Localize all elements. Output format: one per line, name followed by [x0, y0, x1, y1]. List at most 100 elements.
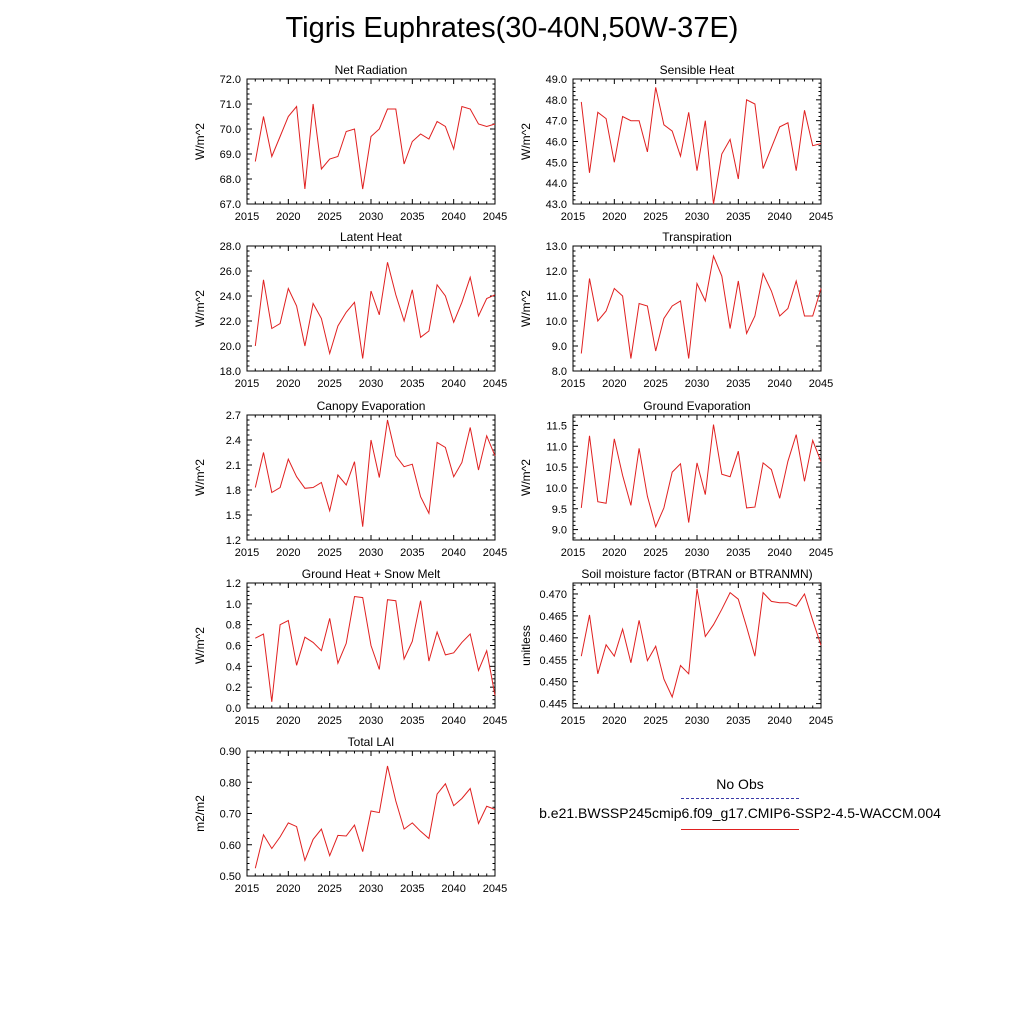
y-tick-label: 12.0	[546, 266, 567, 278]
x-tick-label: 2015	[561, 378, 585, 390]
series-line-0	[254, 765, 496, 869]
panel-title: Ground Heat + Snow Melt	[302, 567, 441, 581]
x-tick-label: 2040	[441, 883, 465, 895]
y-tick-label: 0.455	[539, 655, 567, 667]
x-tick-label: 2015	[235, 547, 259, 559]
x-tick-label: 2015	[235, 378, 259, 390]
y-tick-label: 48.0	[546, 95, 567, 107]
x-tick-label: 2045	[483, 378, 507, 390]
legend-obs-label: No Obs	[716, 776, 764, 792]
x-tick-label: 2035	[400, 715, 424, 727]
y-tick-label: 68.0	[220, 174, 241, 186]
x-tick-label: 2020	[276, 883, 300, 895]
y-tick-label: 2.4	[226, 435, 241, 447]
x-tick-label: 2025	[317, 715, 341, 727]
x-tick-label: 2015	[235, 883, 259, 895]
y-tick-label: 72.0	[220, 74, 241, 86]
y-tick-label: 0.6	[226, 641, 241, 653]
y-tick-label: 13.0	[546, 241, 567, 253]
legend: No Obs b.e21.BWSSP245cmip6.f09_g17.CMIP6…	[520, 776, 960, 830]
plot-frame	[246, 245, 496, 372]
series-line-0	[254, 262, 496, 359]
x-tick-label: 2045	[809, 715, 833, 727]
y-tick-label: 9.5	[552, 504, 567, 516]
y-axis-label: m2/m2	[193, 795, 207, 832]
panel-4: Canopy Evaporation W/m^2 2015 2020 2025 2030 2…	[193, 399, 507, 559]
x-tick-label: 2015	[561, 547, 585, 559]
x-tick-label: 2040	[441, 211, 465, 223]
x-tick-label: 2025	[643, 378, 667, 390]
y-axis-label: W/m^2	[193, 627, 207, 664]
y-tick-label: 22.0	[220, 316, 241, 328]
y-tick-label: 10.0	[546, 483, 567, 495]
y-tick-label: 1.5	[226, 510, 241, 522]
panel-title: Total LAI	[348, 735, 395, 749]
x-tick-label: 2020	[602, 378, 626, 390]
panel-7: Soil moisture factor (BTRAN or BTRANMN) u…	[519, 567, 833, 727]
y-tick-label: 28.0	[220, 241, 241, 253]
y-tick-label: 0.450	[539, 677, 567, 689]
x-tick-label: 2025	[317, 378, 341, 390]
y-tick-label: 0.90	[220, 746, 241, 758]
y-tick-label: 18.0	[220, 366, 241, 378]
x-tick-label: 2030	[685, 211, 709, 223]
x-tick-label: 2040	[767, 547, 791, 559]
panel-3: Transpiration W/m^2 2015 2020 2025 2030 2035 20…	[519, 230, 833, 390]
x-tick-label: 2030	[359, 715, 383, 727]
x-tick-label: 2035	[726, 547, 750, 559]
x-tick-label: 2025	[643, 211, 667, 223]
y-tick-label: 71.0	[220, 99, 241, 111]
panel-8: Total LAI m2/m2 2015 2020 2025 2030 2035 2040 20…	[193, 735, 507, 895]
y-tick-label: 2.1	[226, 460, 241, 472]
x-tick-label: 2030	[685, 547, 709, 559]
x-tick-label: 2040	[441, 378, 465, 390]
y-tick-label: 11.0	[546, 291, 567, 303]
x-tick-label: 2020	[276, 715, 300, 727]
y-tick-label: 1.8	[226, 485, 241, 497]
x-tick-label: 2020	[602, 715, 626, 727]
y-tick-label: 26.0	[220, 266, 241, 278]
plot-frame	[246, 750, 496, 877]
y-tick-label: 0.460	[539, 633, 567, 645]
y-tick-label: 44.0	[546, 178, 567, 190]
y-tick-label: 20.0	[220, 341, 241, 353]
y-tick-label: 0.470	[539, 589, 567, 601]
x-tick-label: 2015	[235, 211, 259, 223]
x-tick-label: 2020	[602, 211, 626, 223]
x-tick-label: 2020	[276, 211, 300, 223]
x-tick-label: 2035	[726, 211, 750, 223]
x-tick-label: 2020	[276, 547, 300, 559]
y-tick-label: 0.80	[220, 777, 241, 789]
x-tick-label: 2045	[809, 547, 833, 559]
x-tick-label: 2025	[317, 883, 341, 895]
y-axis-label: W/m^2	[193, 290, 207, 327]
panel-title: Canopy Evaporation	[317, 399, 426, 413]
x-tick-label: 2040	[441, 715, 465, 727]
y-axis-label: unitless	[519, 625, 533, 666]
plot-frame	[246, 78, 496, 205]
series-line-0	[580, 588, 822, 699]
x-tick-label: 2020	[276, 378, 300, 390]
y-tick-label: 67.0	[220, 199, 241, 211]
x-tick-label: 2030	[359, 211, 383, 223]
y-tick-label: 9.0	[552, 525, 567, 537]
x-tick-label: 2030	[685, 715, 709, 727]
y-axis-label: W/m^2	[519, 459, 533, 496]
x-tick-label: 2035	[400, 378, 424, 390]
legend-model-line	[681, 829, 799, 830]
panel-title: Latent Heat	[340, 230, 403, 244]
y-tick-label: 0.4	[226, 661, 241, 673]
series-line-0	[580, 424, 822, 529]
y-tick-label: 0.465	[539, 611, 567, 623]
x-tick-label: 2025	[317, 547, 341, 559]
y-tick-label: 11.5	[546, 420, 567, 432]
series-line-0	[580, 87, 822, 205]
x-tick-label: 2030	[685, 378, 709, 390]
x-tick-label: 2020	[602, 547, 626, 559]
x-tick-label: 2045	[483, 715, 507, 727]
y-tick-label: 0.0	[226, 703, 241, 715]
x-tick-label: 2015	[235, 715, 259, 727]
x-tick-label: 2035	[400, 211, 424, 223]
x-tick-label: 2015	[561, 715, 585, 727]
